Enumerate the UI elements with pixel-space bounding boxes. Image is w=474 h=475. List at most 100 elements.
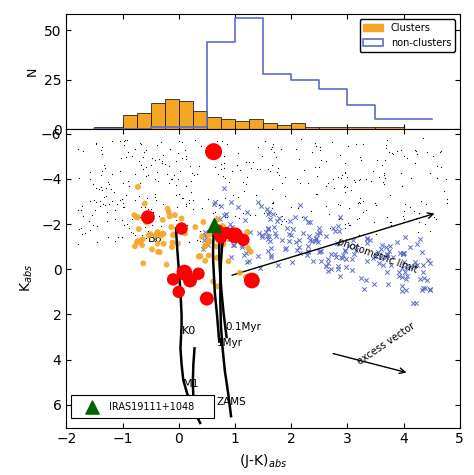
Point [364, 234, 371, 242]
Point [78, 203, 86, 210]
Point [287, 203, 295, 210]
Point [142, 163, 150, 171]
Point [86, 168, 93, 176]
Point [312, 142, 320, 150]
Point [148, 221, 155, 229]
Point [153, 141, 161, 149]
Point [382, 144, 390, 152]
Point [147, 205, 155, 212]
Point [275, 171, 283, 179]
Point [341, 220, 349, 228]
Point [374, 248, 382, 256]
Point [243, 180, 250, 188]
Point [98, 143, 106, 151]
Point [246, 228, 254, 236]
Point [413, 214, 420, 221]
Point [122, 153, 130, 161]
Point [400, 251, 407, 258]
Bar [207, 117, 221, 129]
Point [349, 236, 356, 244]
Point [136, 139, 144, 147]
Point [275, 215, 283, 222]
Point [263, 228, 270, 236]
Point [130, 211, 138, 219]
Point [296, 179, 304, 186]
Point [269, 185, 276, 192]
Point [224, 228, 231, 236]
Point [89, 221, 97, 229]
Point [102, 184, 109, 191]
Point [142, 212, 149, 219]
Point [152, 156, 159, 164]
Point [100, 162, 108, 169]
Point [443, 196, 451, 203]
Point [145, 232, 153, 239]
Point [401, 152, 408, 160]
Point [266, 167, 274, 175]
Point [259, 233, 266, 240]
Point [318, 257, 325, 265]
Point [121, 136, 128, 144]
Point [411, 159, 419, 166]
Point [247, 248, 255, 256]
Point [144, 213, 152, 221]
Point [395, 268, 403, 276]
Point [343, 183, 351, 190]
Point [202, 241, 210, 249]
Point [218, 231, 225, 238]
Point [137, 203, 145, 211]
Point [381, 174, 389, 181]
Point [369, 254, 376, 261]
Point [322, 157, 329, 165]
Point [151, 237, 159, 245]
Point [295, 244, 303, 251]
Point [342, 263, 350, 271]
Point [273, 210, 280, 218]
Point [80, 147, 87, 155]
Point [427, 286, 434, 294]
Point [254, 165, 261, 173]
Point [111, 206, 118, 213]
Point [103, 218, 111, 225]
Point [315, 228, 323, 236]
Point [154, 240, 162, 247]
Point [213, 137, 221, 145]
Point [359, 208, 367, 215]
Point [179, 195, 186, 202]
Point [412, 299, 419, 307]
Point [381, 169, 388, 177]
Point [173, 191, 180, 199]
Point [312, 235, 319, 242]
Point [182, 152, 189, 160]
Point [270, 224, 278, 231]
Point [164, 205, 172, 212]
Point [178, 215, 185, 222]
Point [210, 224, 217, 231]
Point [277, 145, 284, 153]
Point [406, 243, 413, 251]
Point [189, 206, 197, 213]
Point [99, 150, 106, 158]
Point [380, 180, 388, 188]
Point [328, 138, 336, 146]
Point [306, 236, 314, 244]
Bar [123, 115, 137, 129]
Point [341, 160, 348, 167]
Point [308, 148, 316, 156]
Point [94, 222, 101, 229]
Point [239, 236, 247, 244]
Point [182, 200, 190, 208]
Point [201, 228, 209, 236]
Point [226, 233, 234, 240]
Point [268, 251, 275, 259]
Point [89, 211, 96, 218]
Point [264, 225, 272, 233]
Point [142, 209, 149, 217]
Point [247, 164, 255, 171]
Point [330, 184, 338, 192]
Point [412, 215, 420, 222]
Point [142, 204, 149, 211]
Point [420, 274, 428, 282]
Point [170, 231, 177, 238]
Point [317, 247, 324, 255]
